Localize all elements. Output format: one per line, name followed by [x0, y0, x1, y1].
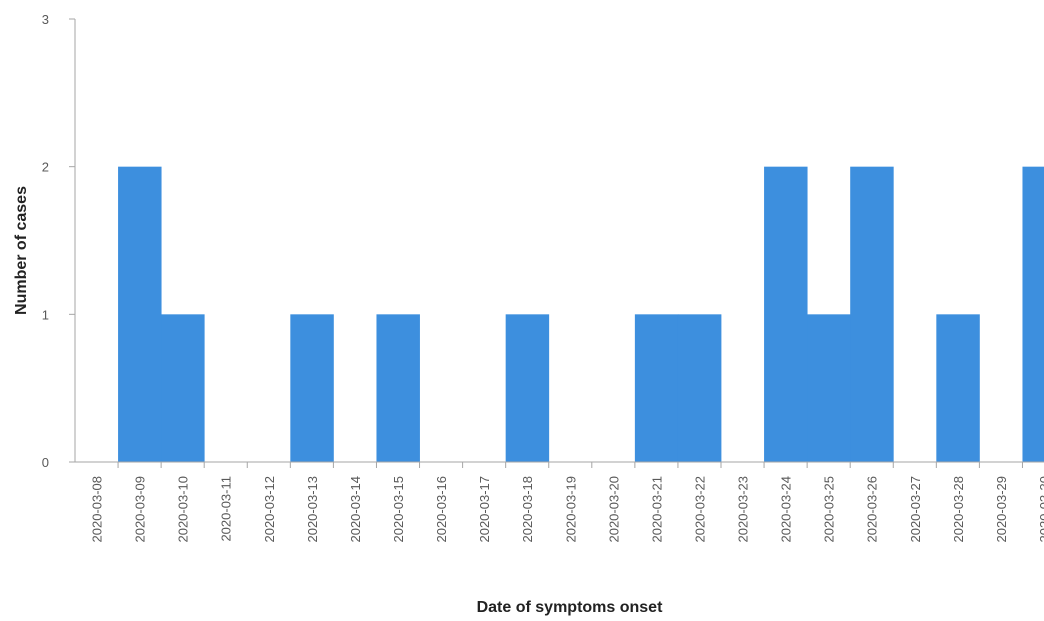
bar-2020-03-18 — [505, 314, 550, 462]
y-ticks-group: 0 1 2 3 — [42, 12, 75, 470]
x-tick-label: 2020-03-13 — [305, 476, 320, 543]
x-tick-label: 2020-03-26 — [865, 476, 880, 543]
y-axis-title: Number of cases — [13, 186, 30, 315]
y-tick-label: 1 — [42, 307, 49, 322]
x-tick-label: 2020-03-09 — [133, 476, 148, 543]
x-tick-label: 2020-03-22 — [692, 476, 707, 543]
x-tick-label: 2020-03-30 — [1037, 476, 1044, 543]
x-tick-label: 2020-03-24 — [779, 476, 794, 543]
x-tick-label: 2020-03-16 — [434, 476, 449, 543]
x-axis-title: Date of symptoms onset — [477, 599, 663, 616]
x-tick-label: 2020-03-12 — [262, 476, 277, 543]
x-tick-label: 2020-03-25 — [822, 476, 837, 543]
x-tick-label: 2020-03-28 — [951, 476, 966, 543]
bar-2020-03-15 — [376, 314, 420, 462]
bar-2020-03-10 — [161, 314, 205, 462]
axes-group — [74, 19, 1044, 463]
bars-group — [118, 166, 1044, 463]
bar-2020-03-28 — [936, 314, 980, 462]
x-tick-label: 2020-03-19 — [563, 476, 578, 543]
x-tick-label: 2020-03-15 — [391, 476, 406, 543]
x-tick-label: 2020-03-18 — [520, 476, 535, 543]
x-tick-label: 2020-03-29 — [994, 476, 1009, 543]
y-tick-label: 3 — [42, 12, 49, 27]
x-tick-label: 2020-03-14 — [348, 476, 363, 543]
bar-2020-03-25 — [807, 314, 851, 462]
x-tick-label: 2020-03-21 — [649, 476, 664, 543]
y-tick-label: 0 — [42, 455, 49, 470]
bar-2020-03-13 — [290, 314, 334, 462]
bar-2020-03-09 — [118, 166, 162, 463]
x-tick-label: 2020-03-17 — [477, 476, 492, 543]
y-tick-label: 2 — [42, 160, 49, 175]
x-tick-label: 2020-03-20 — [606, 476, 621, 543]
bar-2020-03-26 — [850, 166, 894, 463]
x-tick-label: 2020-03-11 — [219, 476, 234, 542]
x-tick-label: 2020-03-27 — [908, 476, 923, 543]
x-tick-label: 2020-03-10 — [176, 476, 191, 543]
x-ticks-group: 2020-03-08 2020-03-09 2020-03-10 2020-03-11… — [90, 462, 1044, 543]
x-tick-label: 2020-03-23 — [736, 476, 751, 543]
bar-2020-03-24 — [764, 166, 808, 463]
bar-2020-03-21 — [634, 314, 679, 462]
bar-2020-03-30 — [1022, 166, 1044, 463]
bar-2020-03-22 — [677, 314, 722, 462]
x-tick-label: 2020-03-08 — [90, 476, 105, 543]
